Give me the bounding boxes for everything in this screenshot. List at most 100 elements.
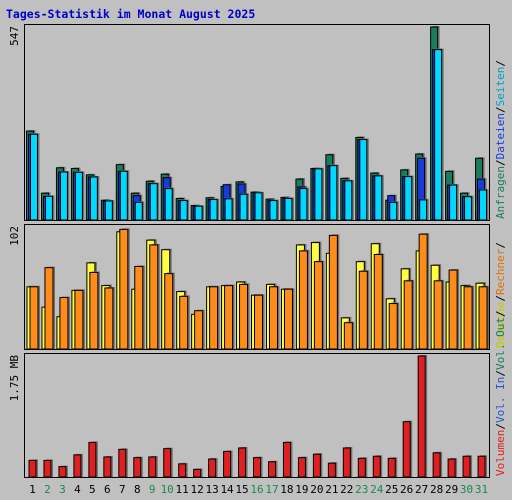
- bar-hits-seiten-day-17: [269, 200, 278, 221]
- bar-volume-volumen-day-15: [238, 447, 247, 478]
- day-label-24: 24: [370, 483, 384, 496]
- bar-visits-rechner-day-26: [403, 280, 413, 350]
- bar-volume-volumen-day-10: [163, 448, 172, 478]
- bar-volume-volumen-day-25: [387, 457, 396, 478]
- bar-hits-seiten-day-13: [209, 199, 218, 221]
- bar-hits-seiten-day-25: [389, 201, 398, 221]
- legend-entry-volumen: Volumen: [494, 430, 507, 476]
- legend-entry-slash: /: [494, 295, 507, 302]
- bar-hits-seiten-day-12: [194, 205, 203, 221]
- bar-visits-rechner-day-17: [268, 286, 278, 350]
- day-label-27: 27: [415, 483, 428, 496]
- day-label-15: 15: [235, 483, 248, 496]
- bar-hits-seiten-day-15: [239, 193, 248, 221]
- day-label-21: 21: [325, 483, 338, 496]
- day-label-22: 22: [340, 483, 353, 496]
- legend-entry-vol-in: Vol. In: [494, 377, 507, 423]
- legend-entry-slash: /: [494, 370, 507, 377]
- bar-visits-rechner-day-21: [328, 234, 338, 350]
- day-label-5: 5: [89, 483, 96, 496]
- bar-visits-rechner-day-9: [149, 244, 159, 350]
- day-label-26: 26: [400, 483, 413, 496]
- bar-hits-seiten-day-16: [254, 192, 263, 221]
- bar-hits-seiten-day-30: [464, 196, 473, 221]
- bar-volume-volumen-day-18: [282, 441, 291, 478]
- bar-hits-seiten-day-3: [59, 171, 68, 221]
- bar-visits-rechner-day-25: [388, 303, 398, 350]
- day-label-16: 16: [250, 483, 263, 496]
- bar-volume-volumen-day-11: [178, 463, 187, 478]
- bar-visits-rechner-day-20: [313, 261, 323, 350]
- bar-visits-rechner-day-31: [478, 286, 488, 350]
- bar-volume-volumen-day-28: [432, 452, 441, 478]
- bar-volume-volumen-day-8: [133, 457, 142, 478]
- bar-visits-rechner-day-16: [254, 294, 264, 350]
- bar-volume-volumen-day-27: [417, 355, 426, 478]
- bar-visits-rechner-day-18: [283, 288, 293, 350]
- legend-entry-vol-out: Vol. Out: [494, 317, 507, 370]
- day-label-30: 30: [460, 483, 473, 496]
- bar-visits-rechner-day-4: [74, 289, 84, 350]
- bar-volume-volumen-day-13: [208, 458, 217, 478]
- bar-hits-seiten-day-8: [134, 201, 143, 221]
- bar-volume-volumen-day-16: [253, 457, 262, 478]
- day-label-31: 31: [475, 483, 488, 496]
- bar-hits-seiten-day-22: [344, 180, 353, 221]
- bar-visits-rechner-day-10: [164, 273, 174, 350]
- legend-entry-besuche: Besuche: [494, 302, 507, 348]
- day-label-4: 4: [74, 483, 81, 496]
- panel-visits-legend: Besuche/Rechner/: [494, 242, 507, 348]
- legend-entry-dateien: Dateien: [494, 113, 507, 159]
- bar-volume-volumen-day-21: [327, 462, 336, 478]
- bar-volume-volumen-day-31: [477, 455, 486, 478]
- bar-hits-seiten-day-28: [434, 49, 443, 221]
- bar-hits-seiten-day-21: [329, 165, 338, 221]
- panel-volume-ymax-label: 1.75 MB: [8, 355, 21, 402]
- bar-hits-seiten-day-1: [30, 133, 38, 221]
- day-label-29: 29: [445, 483, 458, 496]
- bar-visits-rechner-day-29: [448, 269, 458, 350]
- bar-hits-seiten-day-2: [44, 195, 53, 221]
- day-label-2: 2: [44, 483, 51, 496]
- bar-visits-rechner-day-6: [104, 287, 114, 350]
- bar-hits-seiten-day-4: [74, 171, 83, 221]
- bar-hits-seiten-day-11: [179, 200, 188, 221]
- bar-volume-volumen-day-12: [193, 468, 202, 478]
- legend-entry-anfragen: Anfragen: [494, 166, 507, 219]
- bar-hits-seiten-day-29: [449, 184, 458, 221]
- bar-volume-volumen-day-4: [73, 454, 82, 478]
- day-label-14: 14: [220, 483, 234, 496]
- day-label-8: 8: [134, 483, 141, 496]
- bar-hits-seiten-day-24: [374, 175, 383, 221]
- bar-visits-rechner-day-19: [298, 250, 308, 350]
- panel-hits-ymax-label: 547: [8, 26, 21, 46]
- bar-visits-rechner-day-1: [29, 286, 39, 350]
- bar-visits-rechner-day-15: [239, 283, 249, 350]
- day-label-3: 3: [59, 483, 66, 496]
- bar-volume-volumen-day-5: [88, 441, 97, 478]
- bar-volume-volumen-day-1: [28, 459, 37, 478]
- legend-entry-slash: /: [494, 423, 507, 430]
- bar-hits-seiten-day-20: [314, 168, 323, 221]
- bar-hits-seiten-day-23: [359, 139, 368, 221]
- bar-visits-rechner-day-2: [44, 267, 54, 350]
- bar-hits-seiten-day-19: [299, 188, 308, 221]
- legend-entry-slash: /: [494, 60, 507, 67]
- bar-visits-rechner-day-12: [194, 310, 204, 350]
- panel-hits-legend: Anfragen/Dateien/Seiten/: [494, 60, 507, 219]
- legend-entry-slash: /: [494, 159, 507, 166]
- bar-visits-rechner-day-30: [463, 286, 473, 350]
- legend-entry-slash: /: [494, 310, 507, 317]
- day-label-9: 9: [149, 483, 156, 496]
- bar-hits-seiten-day-27: [419, 199, 428, 221]
- legend-entry-seiten: Seiten: [494, 67, 507, 107]
- bar-volume-volumen-day-29: [447, 458, 456, 478]
- bar-visits-rechner-day-13: [209, 286, 219, 350]
- day-label-20: 20: [310, 483, 323, 496]
- day-label-19: 19: [295, 483, 308, 496]
- bar-volume-volumen-day-2: [43, 459, 52, 478]
- bar-volume-volumen-day-7: [118, 448, 127, 478]
- bar-volume-volumen-day-3: [58, 466, 67, 478]
- bar-hits-seiten-day-9: [149, 183, 158, 221]
- day-label-6: 6: [104, 483, 111, 496]
